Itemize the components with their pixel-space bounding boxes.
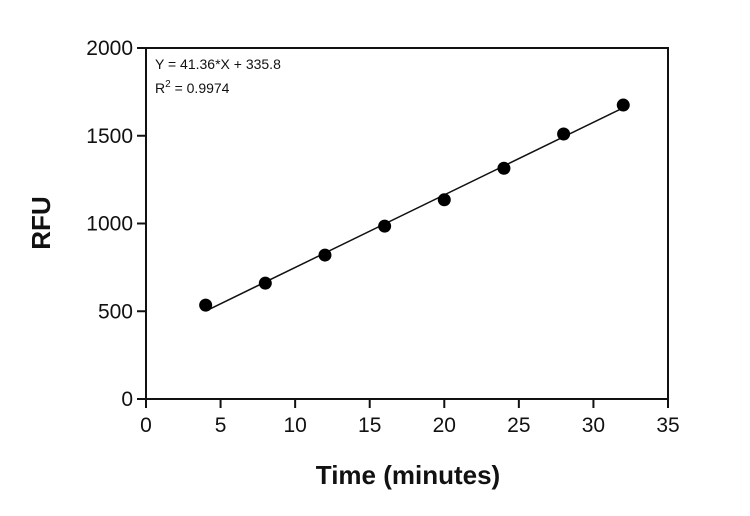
fit-equation: Y = 41.36*X + 335.8: [155, 56, 281, 72]
r-squared-value: = 0.9974: [171, 80, 230, 96]
r-squared-prefix: R: [155, 80, 165, 96]
x-tick-label: 25: [507, 414, 530, 437]
y-tick-label: 2000: [86, 37, 133, 60]
y-axis-title: RFU: [26, 196, 56, 249]
fit-line: [205, 107, 624, 312]
x-axis: 0 5 10 15 20 25 30 35: [140, 399, 680, 437]
y-tick-label: 1000: [86, 213, 133, 236]
data-point: [557, 127, 571, 141]
fit-line-layer: [205, 107, 624, 312]
data-point: [199, 298, 213, 312]
y-tick-label: 1500: [86, 125, 133, 148]
data-points: [199, 98, 630, 312]
data-point: [258, 276, 272, 290]
data-point: [437, 193, 451, 207]
x-tick-label: 30: [582, 414, 605, 437]
x-tick-label: 10: [283, 414, 306, 437]
x-axis-title: Time (minutes): [316, 460, 500, 490]
y-axis: 0 500 1000 1500 2000: [86, 37, 146, 411]
y-tick-label: 0: [121, 388, 133, 411]
x-tick-label: 35: [656, 414, 679, 437]
data-point: [378, 219, 392, 233]
data-point: [616, 98, 630, 112]
x-tick-label: 0: [140, 414, 152, 437]
data-point: [497, 161, 511, 175]
data-point: [318, 248, 332, 262]
r-squared-label: R2 = 0.9974: [155, 79, 230, 96]
x-tick-label: 20: [433, 414, 456, 437]
x-tick-label: 5: [215, 414, 227, 437]
plot-border: [145, 47, 669, 400]
x-tick-label: 15: [358, 414, 381, 437]
plot-frame: [145, 47, 669, 400]
y-tick-label: 500: [98, 300, 133, 323]
r-squared-exponent: 2: [165, 79, 171, 90]
